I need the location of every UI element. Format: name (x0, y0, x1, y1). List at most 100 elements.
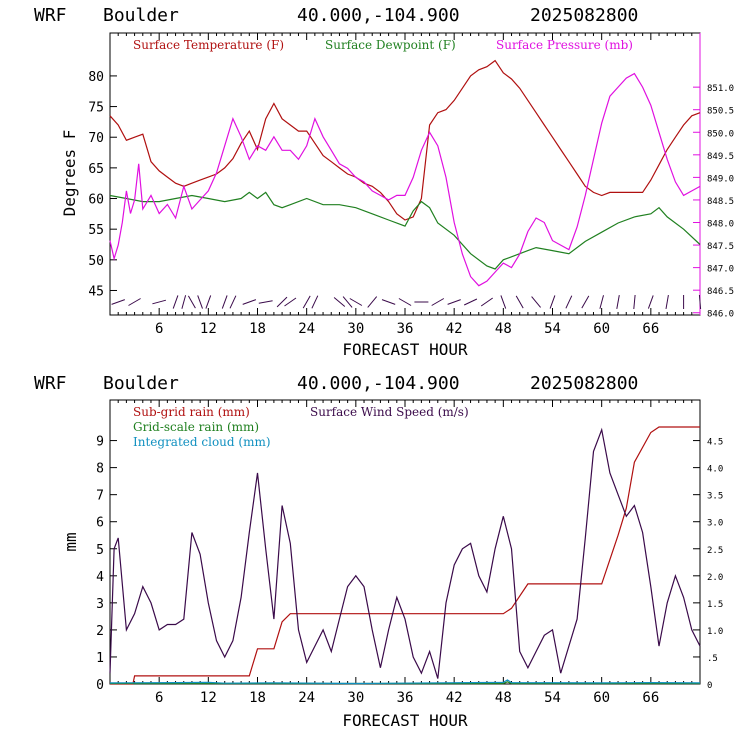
y2-tick-label: 848.5 (707, 197, 734, 207)
temperature-plot-frame (109, 32, 701, 316)
header-station-bottom: Boulder (103, 373, 179, 394)
x-axis-label-top: FORECAST HOUR (342, 340, 468, 359)
y2-tick-label: 851.0 (707, 84, 734, 94)
y2-tick-label: 3.5 (707, 492, 723, 502)
wind-barb (172, 295, 179, 309)
wind-barb (398, 298, 412, 306)
x-tick-label: 48 (495, 321, 512, 337)
wind-barb (531, 296, 541, 308)
series-line-surface-wind-speed-m-s (109, 427, 701, 679)
wind-barb (197, 295, 203, 309)
header-model-top: WRF (34, 5, 67, 26)
y-tick-label: 1 (96, 651, 104, 666)
x-tick-label: 6 (155, 690, 163, 706)
y-ticks-pressure: 846.0 846.5 847.0 847.5 848.0 848.5 849.0 849.5… (693, 84, 734, 320)
y-tick-label: 65 (88, 162, 104, 177)
y2-tick-label: 0 (707, 681, 712, 691)
header-coords-bottom: 40.000,-104.900 (297, 373, 460, 394)
wind-barb (258, 300, 273, 304)
series-line-surface-pressure-mb (109, 72, 701, 287)
x-tick-label: 60 (593, 690, 610, 706)
legend-integrated-cloud: Integrated cloud (mm) (133, 435, 271, 449)
wind-barb (349, 298, 363, 306)
y-tick-label: 6 (96, 516, 104, 531)
y2-tick-label: 849.0 (707, 174, 734, 184)
wind-barb (311, 295, 319, 309)
x-tick-label: 54 (544, 690, 561, 706)
x-tick-label: 18 (249, 321, 266, 337)
y-tick-label: 8 (96, 462, 104, 477)
wind-barb (284, 297, 297, 307)
y2-tick-label: 847.0 (707, 265, 734, 275)
wind-barb (333, 297, 346, 307)
y2-tick-label: 1.5 (707, 600, 723, 610)
x-tick-label: 42 (446, 690, 463, 706)
wind-barb (447, 299, 461, 305)
wind-barb (599, 295, 604, 309)
x-tick-label: 30 (347, 690, 364, 706)
x-ticks-top: 6 12 18 24 30 36 42 48 54 60 66 (117, 33, 693, 337)
x-tick-label: 54 (544, 321, 561, 337)
x-tick-label: 48 (495, 690, 512, 706)
wind-barbs (111, 294, 702, 310)
y-tick-label: 3 (96, 597, 104, 612)
x-tick-label: 30 (347, 321, 364, 337)
x-tick-label: 18 (249, 690, 266, 706)
y2-tick-label: 847.5 (707, 242, 734, 252)
y-ticks-temperature: 45 50 55 60 65 70 75 80 (88, 70, 117, 299)
precip-panel: Sub-grid rain (mm) Surface Wind Speed (m… (61, 399, 723, 730)
y2-tick-label: 4.0 (707, 465, 723, 475)
x-tick-label: 66 (642, 690, 659, 706)
wind-barb (242, 299, 257, 305)
wind-barb (302, 295, 311, 309)
y2-tick-label: 2.5 (707, 546, 723, 556)
y-tick-label: 9 (96, 435, 104, 450)
wind-barb (342, 296, 353, 308)
y-tick-label: 5 (96, 543, 104, 558)
wind-barb (111, 299, 125, 305)
wind-barb (205, 295, 212, 309)
y-tick-label: 70 (88, 131, 104, 146)
y2-tick-label: .5 (707, 654, 718, 664)
wind-barb (221, 295, 228, 309)
y2-tick-label: 3.0 (707, 519, 723, 529)
x-tick-label: 36 (397, 321, 414, 337)
header-coords-top: 40.000,-104.900 (297, 5, 460, 26)
x-tick-label: 24 (298, 690, 315, 706)
y-ticks-mm: 0 1 2 3 4 5 6 7 8 9 (96, 435, 117, 693)
wind-barb (581, 295, 590, 309)
y-tick-label: 7 (96, 489, 104, 504)
y2-tick-label: 1.0 (707, 627, 723, 637)
wind-barb (500, 295, 507, 309)
wind-barb (152, 299, 167, 305)
wind-barb (229, 295, 237, 309)
wind-barb (633, 294, 636, 310)
wind-barb (431, 298, 445, 306)
wind-barb (616, 295, 620, 309)
wind-barb (549, 295, 556, 309)
header-station-top: Boulder (103, 5, 179, 26)
series-line-integrated-cloud-mm (109, 679, 701, 685)
y2-tick-label: 2.0 (707, 573, 723, 583)
x-axis-label-bottom: FORECAST HOUR (342, 711, 468, 730)
y2-tick-label: 849.5 (707, 152, 734, 162)
y-tick-label: 0 (96, 678, 104, 693)
precip-series (109, 426, 701, 685)
y2-tick-label: 850.5 (707, 107, 734, 117)
x-tick-label: 12 (200, 321, 217, 337)
y-axis-label-mm: mm (61, 532, 80, 551)
y-tick-label: 50 (88, 254, 104, 269)
header-run-top: 2025082800 (530, 5, 638, 26)
y-tick-label: 55 (88, 223, 104, 238)
y-tick-label: 80 (88, 70, 104, 85)
wind-barb (276, 296, 288, 308)
header-run-bottom: 2025082800 (530, 373, 638, 394)
wind-barb (463, 298, 478, 306)
y2-tick-label: 850.0 (707, 129, 734, 139)
legend-temperature: Surface Temperature (F) (133, 38, 284, 52)
y2-tick-label: 848.0 (707, 220, 734, 230)
legend-dewpoint: Surface Dewpoint (F) (325, 38, 456, 52)
y2-tick-label: 846.0 (707, 310, 734, 320)
y-tick-label: 60 (88, 193, 104, 208)
wind-barb (515, 295, 524, 309)
